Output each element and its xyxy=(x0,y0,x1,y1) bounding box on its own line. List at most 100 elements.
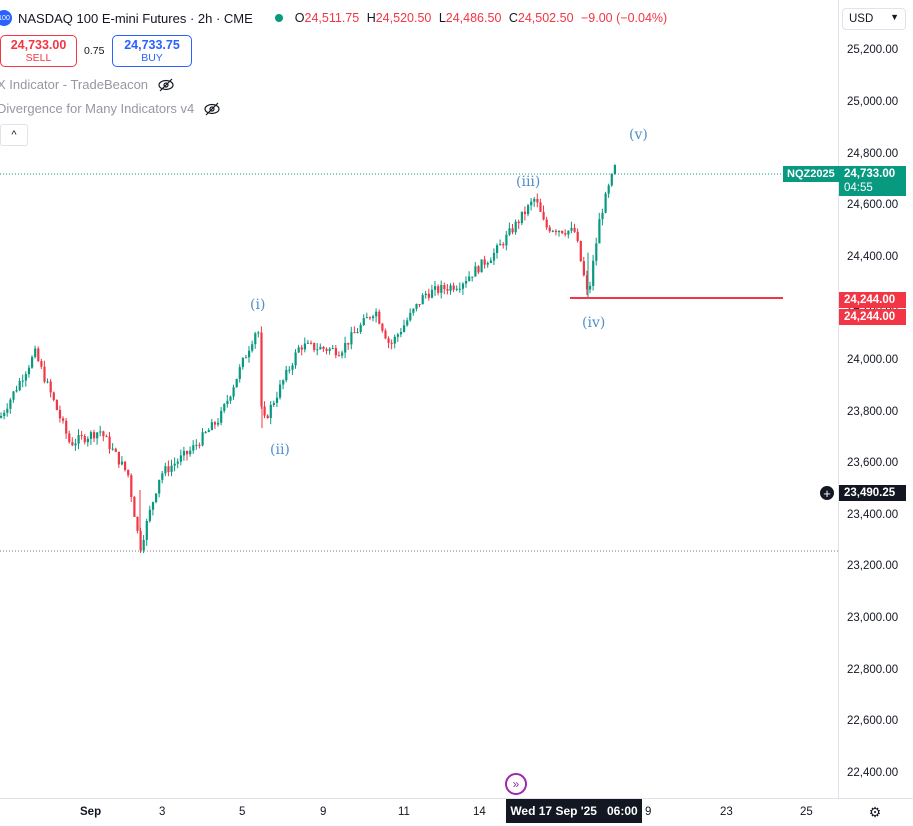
candle-body xyxy=(83,436,86,443)
collapse-legend-button[interactable]: ^ xyxy=(0,124,28,146)
wave-label-2: (ii) xyxy=(270,442,290,458)
candle-body xyxy=(421,295,424,305)
symbol-logo[interactable]: 100 xyxy=(0,10,12,26)
candle-body xyxy=(362,318,365,326)
candle-body xyxy=(99,431,102,433)
candle-body xyxy=(297,347,300,353)
indicator-legend-1[interactable]: X Indicator - TradeBeacon xyxy=(0,77,174,92)
candle-body xyxy=(257,332,260,334)
candle-body xyxy=(604,193,607,213)
time-axis[interactable]: Sep 3 5 9 11 14 9 23 25 xyxy=(0,798,913,826)
buy-label: BUY xyxy=(141,52,163,64)
time-tick-label: 23 xyxy=(720,806,733,818)
candle-body xyxy=(465,280,468,284)
candle-body xyxy=(220,410,223,423)
candle-body xyxy=(344,342,347,353)
candle-body xyxy=(316,349,319,351)
wave-label-5: (v) xyxy=(629,127,648,143)
ohlc-values: O24,511.75 H24,520.50 L24,486.50 C24,502… xyxy=(294,11,668,25)
candle-body xyxy=(96,432,99,439)
candle-body xyxy=(223,404,226,411)
candle-body xyxy=(554,230,558,233)
time-tick-label: 14 xyxy=(473,806,486,818)
candle-body xyxy=(585,275,589,290)
candle-body xyxy=(269,404,272,418)
time-tick-label: 3 xyxy=(159,806,166,818)
candle-body xyxy=(288,369,291,371)
crosshair-price-badge: 23,490.25 xyxy=(839,485,906,501)
candle-body xyxy=(390,342,393,344)
currency-selector[interactable]: USD ▼ xyxy=(842,8,906,30)
indicator-name: X Indicator - TradeBeacon xyxy=(0,77,149,92)
price-axis[interactable]: 25,200.00 25,000.00 24,800.00 24,600.00 24,4… xyxy=(838,0,913,798)
candle-body xyxy=(375,311,378,317)
candle-body xyxy=(589,285,592,290)
indicator-legend-2[interactable]: Divergence for Many Indicators v4 xyxy=(0,101,220,116)
change-value: −9.00 (−0.04%) xyxy=(581,11,668,25)
candle-body xyxy=(117,451,120,465)
candle-body xyxy=(313,342,316,350)
chart-pane[interactable] xyxy=(0,0,838,798)
market-status-icon[interactable] xyxy=(274,14,283,22)
candle-body xyxy=(102,431,105,437)
candle-body xyxy=(40,361,43,367)
candlestick-chart[interactable] xyxy=(0,0,838,798)
series-tag: NQZ2025 xyxy=(783,166,839,182)
sell-button[interactable]: 24,733.00 SELL xyxy=(0,35,77,67)
candle-body xyxy=(148,509,151,521)
symbol-title[interactable]: NASDAQ 100 E-mini Futures · 2h · CME xyxy=(18,10,253,26)
last-price-badge: 24,733.00 04:55 xyxy=(839,166,906,196)
candle-body xyxy=(108,436,111,450)
candle-body xyxy=(266,415,269,418)
candle-body xyxy=(570,227,573,231)
candle-body xyxy=(235,378,238,388)
add-alert-plus-icon[interactable]: + xyxy=(819,485,835,501)
candle-body xyxy=(347,342,350,345)
candle-body xyxy=(461,283,465,289)
replay-icon[interactable]: » xyxy=(505,773,527,795)
candle-body xyxy=(387,338,390,343)
eye-crossed-icon[interactable] xyxy=(158,78,174,92)
price-tick-label: 22,600.00 xyxy=(847,715,899,728)
candle-body xyxy=(244,357,248,359)
candle-body xyxy=(207,430,210,433)
price-tick-label: 25,200.00 xyxy=(847,44,899,57)
price-tick-label: 23,800.00 xyxy=(847,405,899,418)
candle-body xyxy=(238,367,241,379)
crosshair-date: Wed 17 Sep '25 xyxy=(510,804,597,818)
level-badge-2: 24,244.00 xyxy=(839,309,906,325)
candle-body xyxy=(477,266,480,273)
candle-body xyxy=(595,243,598,261)
sell-price: 24,733.00 xyxy=(10,38,67,52)
candle-body xyxy=(356,332,359,334)
candle-body xyxy=(49,381,52,393)
candle-body xyxy=(68,433,71,443)
candle-body xyxy=(384,330,387,339)
candle-body xyxy=(424,293,427,296)
candle-body xyxy=(80,435,83,437)
candle-body xyxy=(359,325,362,333)
candle-body xyxy=(527,205,530,215)
candle-body xyxy=(607,185,610,194)
candle-body xyxy=(548,227,551,232)
crosshair-time: 06:00 xyxy=(606,804,638,818)
eye-crossed-icon[interactable] xyxy=(204,102,220,116)
candle-body xyxy=(263,406,266,416)
candle-body xyxy=(492,252,496,261)
buy-price: 24,733.75 xyxy=(124,38,180,52)
candle-body xyxy=(427,293,430,298)
candle-body xyxy=(43,366,46,382)
candle-body xyxy=(564,233,567,235)
price-tick-label: 23,600.00 xyxy=(847,457,899,470)
buy-button[interactable]: 24,733.75 BUY xyxy=(112,35,192,67)
candle-body xyxy=(576,231,579,241)
candle-body xyxy=(542,211,545,220)
candle-body xyxy=(46,381,49,383)
candle-body xyxy=(582,261,585,276)
gear-icon[interactable]: ⚙ xyxy=(868,804,882,820)
candle-body xyxy=(0,416,3,418)
candle-body xyxy=(192,445,195,451)
candle-body xyxy=(533,198,536,202)
candle-body xyxy=(291,365,294,370)
time-tick-label: 9 xyxy=(320,806,327,818)
